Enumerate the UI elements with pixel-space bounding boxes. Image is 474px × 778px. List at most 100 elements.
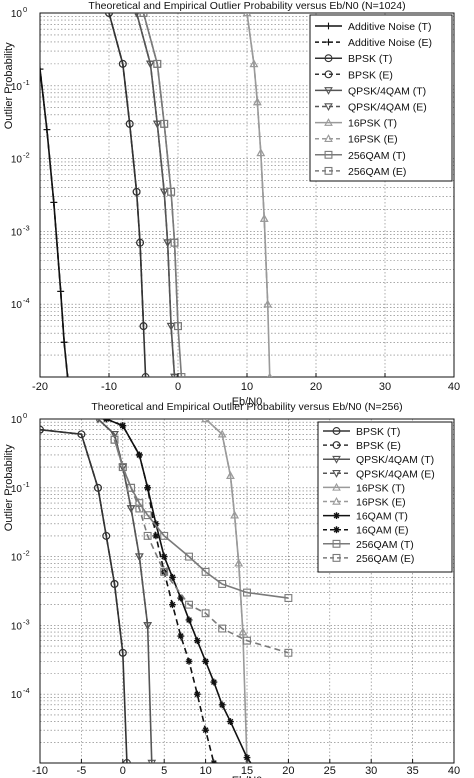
x-tick-label: 30 (365, 765, 377, 777)
data-point (263, 299, 273, 308)
data-point (159, 188, 169, 197)
data-point (202, 657, 209, 665)
legend-label: 16PSK (T) (348, 118, 397, 130)
y-tick-label: 10 (11, 621, 23, 632)
x-tick-label: 10 (199, 765, 211, 777)
data-point (135, 504, 144, 513)
data-point (143, 622, 152, 630)
data-point (152, 120, 162, 129)
legend-box (309, 14, 453, 182)
y-tick-exponent: -3 (23, 223, 30, 232)
y-tick-exponent: -4 (23, 296, 30, 305)
data-point (153, 59, 162, 68)
legend-label: QPSK/4QAM (T) (348, 85, 426, 97)
data-point (64, 373, 71, 377)
chart-title: Theoretical and Empirical Outlier Probab… (88, 0, 405, 12)
data-point (185, 600, 193, 609)
data-point (143, 531, 152, 540)
legend-marker (324, 118, 333, 126)
legend-marker (333, 526, 340, 534)
y-tick-exponent: -1 (23, 480, 30, 489)
legend-label: BPSK (T) (348, 53, 392, 65)
y-tick-exponent: -4 (23, 686, 30, 695)
data-point (118, 59, 127, 68)
series-line (113, 439, 289, 654)
x-tick-label: 25 (324, 765, 336, 777)
legend-marker (324, 87, 333, 95)
series-line (142, 13, 179, 327)
data-point (201, 567, 210, 576)
data-point (218, 701, 226, 709)
data-point (210, 678, 218, 686)
y-axis-label: Outlier Probability (3, 42, 15, 129)
legend-marker (324, 70, 333, 79)
data-point (57, 287, 65, 295)
y-tick-label: 10 (11, 227, 23, 238)
legend-label: QPSK/4QAM (E) (356, 468, 435, 480)
data-point (102, 419, 110, 423)
series-line (205, 419, 244, 633)
legend-marker (332, 496, 341, 505)
data-point (284, 648, 293, 657)
legend-marker (324, 150, 333, 159)
data-point (77, 430, 86, 439)
x-tick-label: -5 (77, 765, 87, 777)
y-tick-label: 10 (11, 9, 23, 20)
data-point (110, 430, 119, 439)
data-point (170, 238, 179, 247)
data-point (60, 338, 68, 346)
legend: Additive Noise (T) Additive Noise (E) BPSK… (309, 14, 453, 182)
x-tick-label: 0 (120, 765, 126, 777)
x-tick-label: 30 (379, 381, 391, 393)
data-point (147, 759, 157, 763)
y-tick-exponent: -3 (23, 617, 30, 626)
data-point (118, 648, 127, 657)
legend-label: 16PSK (T) (356, 482, 405, 494)
legend-marker (324, 103, 333, 112)
legend-label: 16QAM (T) (356, 511, 408, 523)
series-line (105, 419, 215, 763)
series-line (105, 419, 252, 763)
data-point (122, 759, 131, 763)
data-point (139, 13, 148, 17)
data-point (177, 632, 185, 640)
x-axis-label: Eb/N0 (232, 775, 263, 778)
legend-label: BPSK (E) (348, 69, 393, 81)
data-point (174, 322, 182, 331)
legend-label: 256QAM (T) (348, 150, 406, 162)
legend-marker (332, 470, 341, 478)
data-point (267, 372, 273, 377)
y-tick-exponent: -2 (23, 549, 30, 558)
x-tick-label: 15 (241, 765, 253, 777)
x-tick-label: 0 (175, 381, 181, 393)
y-tick-label: 10 (11, 82, 23, 93)
data-point (193, 690, 201, 698)
data-point (102, 531, 111, 540)
x-tick-label: 40 (448, 381, 460, 393)
x-tick-label: 40 (448, 765, 460, 777)
legend-label: BPSK (E) (356, 440, 401, 452)
legend-label: Additive Noise (E) (348, 37, 432, 49)
data-point (40, 65, 44, 73)
y-tick-label: 10 (11, 553, 23, 564)
data-point (68, 412, 75, 419)
data-point (95, 419, 101, 424)
data-point (105, 13, 113, 17)
data-point (141, 373, 150, 377)
legend-marker (324, 54, 333, 63)
legend-label: 256QAM (E) (356, 553, 414, 565)
data-point (163, 239, 172, 248)
data-point (230, 510, 239, 519)
data-point (259, 214, 269, 222)
data-point (127, 483, 136, 492)
y-tick-label: 10 (11, 415, 23, 426)
data-point (139, 322, 148, 331)
data-point (217, 429, 227, 438)
legend-marker (332, 441, 341, 450)
data-point (243, 636, 251, 645)
x-tick-label: -10 (101, 381, 117, 393)
x-tick-label: 5 (161, 765, 167, 777)
data-point (30, 32, 37, 39)
